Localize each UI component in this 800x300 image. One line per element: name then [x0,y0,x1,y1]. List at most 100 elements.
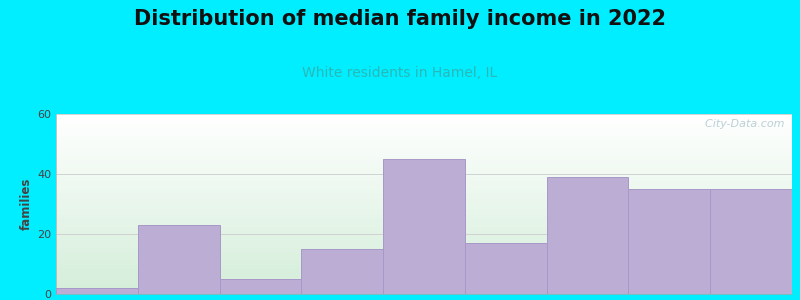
Bar [219,279,302,294]
Bar [56,134,792,136]
Bar [56,211,792,213]
Bar [56,166,792,168]
Bar [56,244,792,245]
Bar [56,145,792,146]
Bar [56,116,792,118]
Bar [302,249,383,294]
Bar [56,182,792,184]
Bar [56,123,792,125]
Bar [56,161,792,163]
Bar [56,258,792,260]
Bar [56,267,792,269]
Bar [56,262,792,263]
Bar [56,197,792,199]
Bar [56,215,792,217]
Bar [56,163,792,164]
Text: White residents in Hamel, IL: White residents in Hamel, IL [302,66,498,80]
Bar [56,173,792,175]
Bar [56,224,792,226]
Bar [629,189,710,294]
Bar [56,265,792,267]
Bar [56,148,792,150]
Bar [56,292,792,294]
Bar [56,213,792,215]
Bar [546,177,629,294]
Bar [138,225,219,294]
Bar [56,240,792,242]
Bar [56,188,792,190]
Bar [56,256,792,258]
Bar [56,236,792,238]
Bar [56,251,792,253]
Bar [56,190,792,191]
Bar [56,143,792,145]
Bar [56,193,792,195]
Bar [56,288,138,294]
Text: City-Data.com: City-Data.com [698,119,785,129]
Bar [56,290,792,292]
Bar [56,278,792,280]
Bar [56,233,792,235]
Bar [56,150,792,152]
Bar [56,260,792,262]
Bar [56,191,792,193]
Bar [56,125,792,127]
Bar [56,204,792,206]
Bar [56,175,792,177]
Bar [56,269,792,271]
Bar [56,271,792,272]
Bar [56,200,792,202]
Bar [56,226,792,227]
Bar [56,289,792,290]
Bar [56,155,792,157]
Bar [383,159,465,294]
Bar [56,208,792,209]
Bar [56,172,792,173]
Bar [56,137,792,139]
Bar [56,130,792,132]
Bar [56,217,792,218]
Bar [56,202,792,204]
Bar [56,209,792,211]
Bar [56,245,792,247]
Bar [56,119,792,121]
Bar [56,285,792,287]
Bar [56,253,792,254]
Bar [56,222,792,224]
Bar [56,121,792,123]
Bar [56,186,792,188]
Bar [56,272,792,274]
Bar [56,280,792,281]
Bar [56,184,792,186]
Bar [56,227,792,229]
Bar [56,127,792,128]
Bar [56,235,792,236]
Bar [56,206,792,208]
Bar [56,164,792,166]
Bar [56,281,792,283]
Bar [56,263,792,265]
Bar [56,287,792,289]
Bar [56,152,792,154]
Bar [56,132,792,134]
Bar [56,220,792,222]
Bar [56,242,792,244]
Bar [56,195,792,197]
Bar [56,141,792,143]
Text: Distribution of median family income in 2022: Distribution of median family income in … [134,9,666,29]
Bar [56,128,792,130]
Y-axis label: families: families [20,178,33,230]
Bar [56,199,792,200]
Bar [56,254,792,256]
Bar [56,159,792,161]
Bar [56,247,792,249]
Bar [56,229,792,231]
Bar [56,139,792,141]
Bar [56,146,792,148]
Bar [56,177,792,179]
Bar [56,238,792,240]
Bar [56,118,792,119]
Bar [56,114,792,116]
Bar [56,181,792,182]
Bar [56,154,792,155]
